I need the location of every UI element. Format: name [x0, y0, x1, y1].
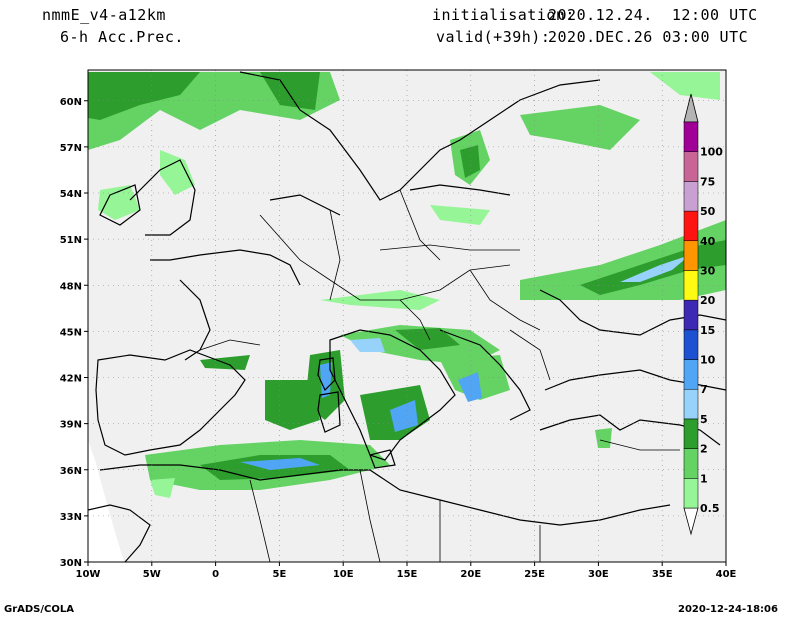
legend-label: 100	[700, 146, 723, 159]
lat-label: 45N	[60, 327, 82, 338]
legend-swatch	[683, 270, 699, 301]
lat-label: 60N	[60, 97, 82, 108]
legend-label: 1	[700, 472, 708, 485]
country-borders	[199, 189, 680, 563]
legend-label: 0.5	[700, 502, 720, 515]
lon-label: 5W	[143, 569, 161, 580]
legend-label: 30	[700, 264, 716, 277]
legend-swatch	[683, 240, 699, 271]
legend-label: 2	[700, 443, 708, 456]
lat-label: 36N	[60, 466, 82, 477]
legend-label: 20	[700, 294, 716, 307]
lat-label: 57N	[60, 143, 82, 154]
legend-label: 50	[700, 205, 716, 218]
legend-swatch	[683, 181, 699, 212]
lat-label: 30N	[60, 558, 82, 569]
lat-label: 48N	[60, 281, 82, 292]
lon-label: 10W	[76, 569, 101, 580]
lon-labels: 10W 5W 0 5E 10E 15E 20E 25E 30E 35E 40E	[76, 569, 737, 580]
legend-swatch	[683, 151, 699, 182]
lon-label: 15E	[397, 569, 418, 580]
lon-label: 20E	[460, 569, 481, 580]
footer-right: 2020-12-24-18:06	[678, 604, 778, 615]
precip-legend: 0.5 1 2 5 7 10 15 20 30 40 50 75 100	[683, 93, 723, 536]
lon-label: 35E	[652, 569, 673, 580]
legend-swatch	[683, 478, 699, 509]
init-label: initialisation:	[432, 6, 575, 24]
lat-label: 51N	[60, 235, 82, 246]
lon-label: 0	[212, 569, 219, 580]
valid-label: valid(+39h):	[436, 28, 551, 46]
lon-label: 10E	[333, 569, 354, 580]
legend-label: 10	[700, 354, 716, 367]
legend-swatch	[683, 121, 699, 152]
lon-label: 40E	[716, 569, 737, 580]
legend-swatch	[683, 388, 699, 420]
lon-label: 5E	[273, 569, 287, 580]
lat-label: 39N	[60, 420, 82, 431]
legend-swatch	[683, 359, 699, 390]
lat-labels: 30N 33N 36N 39N 42N 45N 48N 51N 54N 57N 60N	[60, 97, 82, 569]
init-value: 2020.12.24. 12:00 UTC	[548, 6, 758, 24]
legend-label: 7	[700, 383, 708, 396]
model-name: nmmE_v4-a12km	[42, 6, 166, 24]
legend-swatch	[683, 418, 699, 449]
lon-label: 25E	[524, 569, 545, 580]
lat-label: 33N	[60, 512, 82, 523]
legend-label: 75	[700, 175, 715, 188]
legend-swatch	[683, 210, 699, 242]
lat-label: 42N	[60, 374, 82, 385]
lat-label: 54N	[60, 189, 82, 200]
legend-label: 5	[700, 413, 708, 426]
legend-swatch	[683, 448, 699, 479]
lon-label: 30E	[588, 569, 609, 580]
legend-swatch	[683, 299, 699, 331]
footer-left: GrADS/COLA	[4, 604, 74, 615]
valid-value: 2020.DEC.26 03:00 UTC	[548, 28, 749, 46]
legend-label: 40	[700, 235, 716, 248]
legend-label: 15	[700, 324, 715, 337]
field-name: 6-h Acc.Prec.	[60, 28, 184, 46]
legend-swatch	[683, 329, 699, 360]
axis-ticks	[84, 100, 727, 566]
graticule	[88, 70, 726, 562]
